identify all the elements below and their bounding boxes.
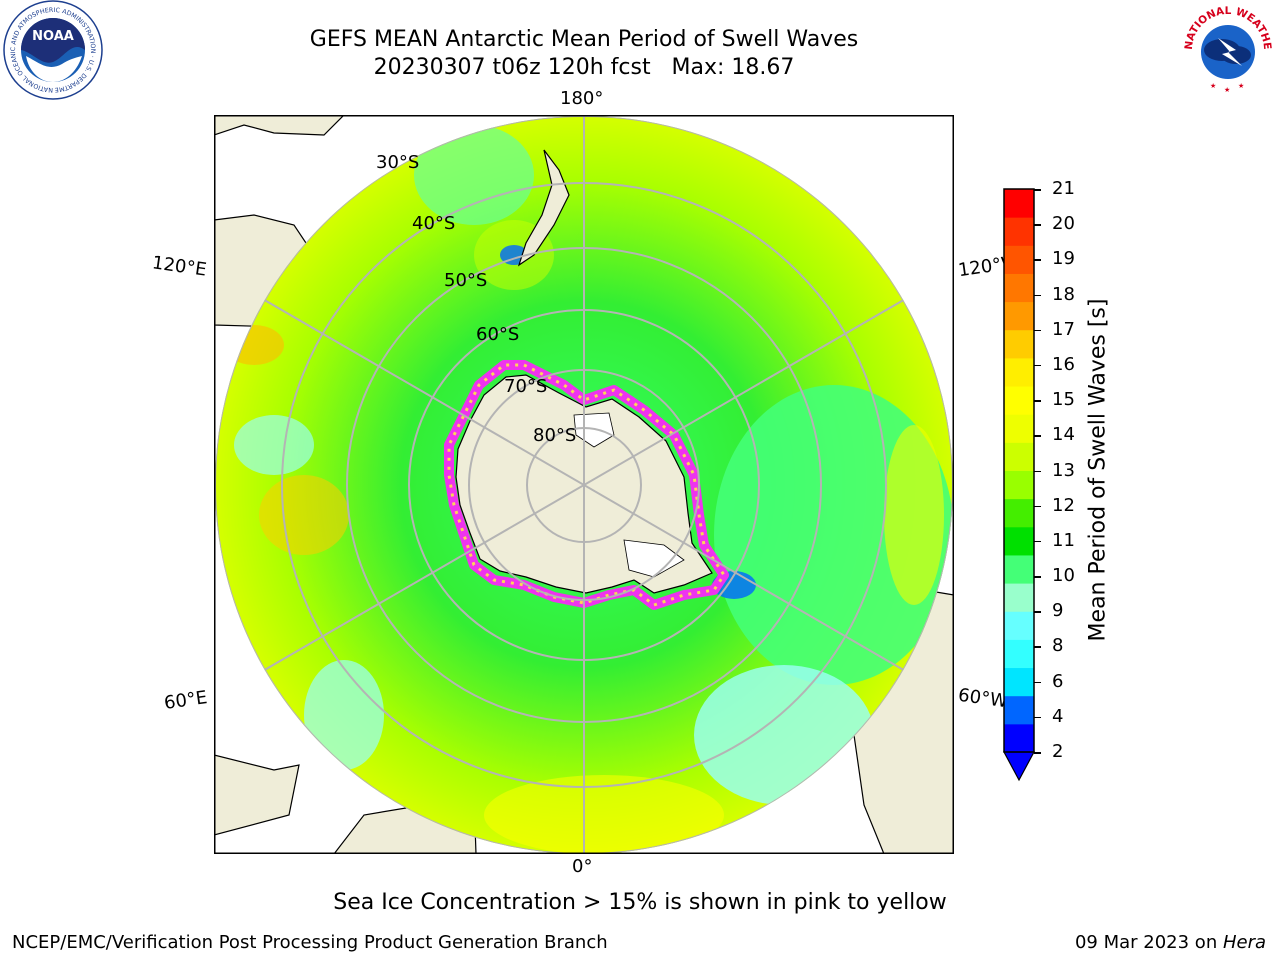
lon-label-60e: 60°E xyxy=(162,687,209,714)
colorbar-segment xyxy=(1004,611,1034,640)
weddell-ice-shelf xyxy=(623,539,685,578)
colorbar-tick-mark xyxy=(1034,189,1041,191)
colorbar-tick-mark xyxy=(1034,505,1041,508)
colorbar-tick-label: 17 xyxy=(1052,318,1075,340)
lon-label-180: 180° xyxy=(560,88,604,109)
run-date: 09 Mar 2023 on xyxy=(1074,932,1223,953)
colorbar-tick-label: 8 xyxy=(1052,635,1064,657)
colorbar-segment xyxy=(1004,526,1034,556)
colorbar-tick-mark xyxy=(1034,681,1041,684)
colorbar-segment xyxy=(1004,498,1034,528)
land-new-zealand xyxy=(517,149,570,267)
lon-label-0: 0° xyxy=(572,856,593,877)
colorbar-tick-mark xyxy=(1034,224,1041,226)
nws-logo: NATIONAL WEATHER SERVICE ★ ★ ★ xyxy=(1178,0,1276,98)
colorbar-tick-label: 14 xyxy=(1052,424,1075,446)
colorbar-tick-label: 20 xyxy=(1052,213,1075,235)
colorbar-segment xyxy=(1004,639,1034,669)
land-madagascar-region xyxy=(214,754,300,836)
colorbar-tick-label: 19 xyxy=(1052,248,1075,270)
colorbar-tick-label: 4 xyxy=(1052,705,1064,727)
colorbar-tick-label: 13 xyxy=(1052,459,1075,481)
lat-label-70s: 70°S xyxy=(504,376,548,397)
colorbar-tick-label: 11 xyxy=(1052,529,1075,551)
colorbar-segment xyxy=(1004,217,1034,246)
colorbar-segment xyxy=(1004,695,1034,725)
colorbar-segment xyxy=(1004,301,1034,331)
colorbar-segment xyxy=(1004,273,1034,303)
colorbar-tick-mark xyxy=(1034,576,1041,578)
colorbar-tick-label: 15 xyxy=(1052,389,1075,411)
lon-label-120e: 120°E xyxy=(150,252,208,281)
colorbar-tick-mark xyxy=(1034,716,1041,719)
chart-title-line1: GEFS MEAN Antarctic Mean Period of Swell… xyxy=(309,27,859,52)
colorbar-tick-mark xyxy=(1034,435,1041,437)
credit-text: NCEP/EMC/Verification Post Processing Pr… xyxy=(12,932,608,953)
lat-label-40s: 40°S xyxy=(412,213,456,234)
colorbar-segment xyxy=(1004,667,1034,697)
lat-label-50s: 50°S xyxy=(444,270,488,291)
host-name: Hera xyxy=(1222,932,1266,953)
colorbar-tick-label: 21 xyxy=(1052,178,1075,199)
colorbar-tick-mark xyxy=(1034,646,1041,648)
colorbar-segment xyxy=(1004,442,1034,471)
land-nw-corner xyxy=(214,115,345,136)
colorbar-segment xyxy=(1004,357,1034,387)
colorbar xyxy=(1002,188,1036,782)
colorbar-tick-label: 16 xyxy=(1052,353,1075,375)
colorbar-tick-mark xyxy=(1034,540,1041,543)
colorbar-tick-mark xyxy=(1034,294,1041,297)
colorbar-under-arrow xyxy=(1002,751,1036,782)
colorbar-tick-mark xyxy=(1034,470,1041,472)
colorbar-tick-label: 6 xyxy=(1052,670,1064,692)
graticule xyxy=(215,116,953,854)
colorbar-tick-label: 12 xyxy=(1052,494,1075,516)
polar-map xyxy=(214,115,954,854)
colorbar-segment xyxy=(1004,189,1034,218)
colorbar-segment xyxy=(1004,245,1034,274)
noaa-logo-text: NOAA xyxy=(32,29,74,44)
colorbar-segment xyxy=(1004,583,1034,612)
colorbar-tick-mark xyxy=(1034,752,1041,754)
colorbar-tick-mark xyxy=(1034,400,1041,402)
colorbar-title: Mean Period of Swell Waves [s] xyxy=(1085,298,1111,642)
lat-label-60s: 60°S xyxy=(476,324,520,345)
date-host-text: 09 Mar 2023 on Hera xyxy=(1075,932,1266,953)
colorbar-tick-label: 9 xyxy=(1052,600,1064,622)
colorbar-segment xyxy=(1004,329,1034,359)
svg-text:★: ★ xyxy=(1210,82,1216,90)
noaa-logo: NATIONAL OCEANIC AND ATMOSPHERIC ADMINIS… xyxy=(2,0,103,100)
colorbar-tick-mark xyxy=(1034,259,1041,261)
colorbar-segment xyxy=(1004,723,1034,753)
svg-text:★: ★ xyxy=(1238,82,1244,90)
chart-title-line2: 20230307 t06z 120h fcst Max: 18.67 xyxy=(373,55,795,80)
colorbar-tick-label: 10 xyxy=(1052,565,1075,587)
svg-text:★: ★ xyxy=(1224,86,1230,94)
map-frame-border xyxy=(214,115,954,854)
sea-ice-note: Sea Ice Concentration > 15% is shown in … xyxy=(333,890,947,915)
colorbar-tick-label: 18 xyxy=(1052,283,1075,305)
colorbar-tick-mark xyxy=(1034,611,1041,613)
colorbar-segment xyxy=(1004,554,1034,584)
lat-label-30s: 30°S xyxy=(376,152,420,173)
colorbar-segment xyxy=(1004,386,1034,415)
colorbar-segment xyxy=(1004,470,1034,500)
colorbar-tick-mark xyxy=(1034,329,1041,332)
colorbar-tick-label: 2 xyxy=(1052,741,1064,762)
colorbar-segment xyxy=(1004,414,1034,443)
colorbar-tick-mark xyxy=(1034,364,1041,367)
lat-label-80s: 80°S xyxy=(533,425,577,446)
